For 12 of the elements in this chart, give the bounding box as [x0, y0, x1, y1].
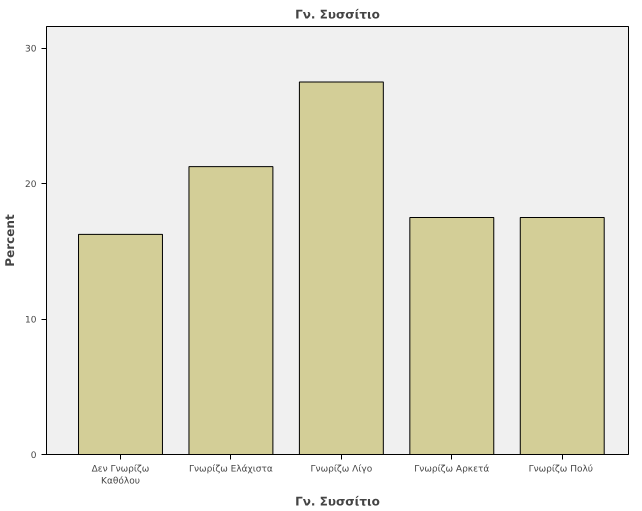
- y-tick-label: 0: [30, 451, 37, 461]
- x-tick-label: Γνωρίζω Ελάχιστα: [188, 464, 273, 474]
- y-axis-title: Percent: [3, 214, 18, 267]
- y-tick-label: 10: [25, 316, 37, 326]
- x-tick-label: Γνωρίζω Λίγο: [310, 464, 373, 474]
- x-tick-label: Δεν Γνωρίζω Καθόλου: [92, 464, 150, 486]
- y-tick-label: 20: [25, 180, 37, 190]
- x-axis-title: Γν. Συσσίτιο: [295, 494, 380, 508]
- x-tick-label: Γνωρίζω Αρκετά: [414, 464, 490, 474]
- y-tick-label: 30: [25, 44, 37, 55]
- chart-title: Γν. Συσσίτιο: [295, 8, 380, 22]
- x-tick-label: Γνωρίζω Πολύ: [528, 464, 594, 474]
